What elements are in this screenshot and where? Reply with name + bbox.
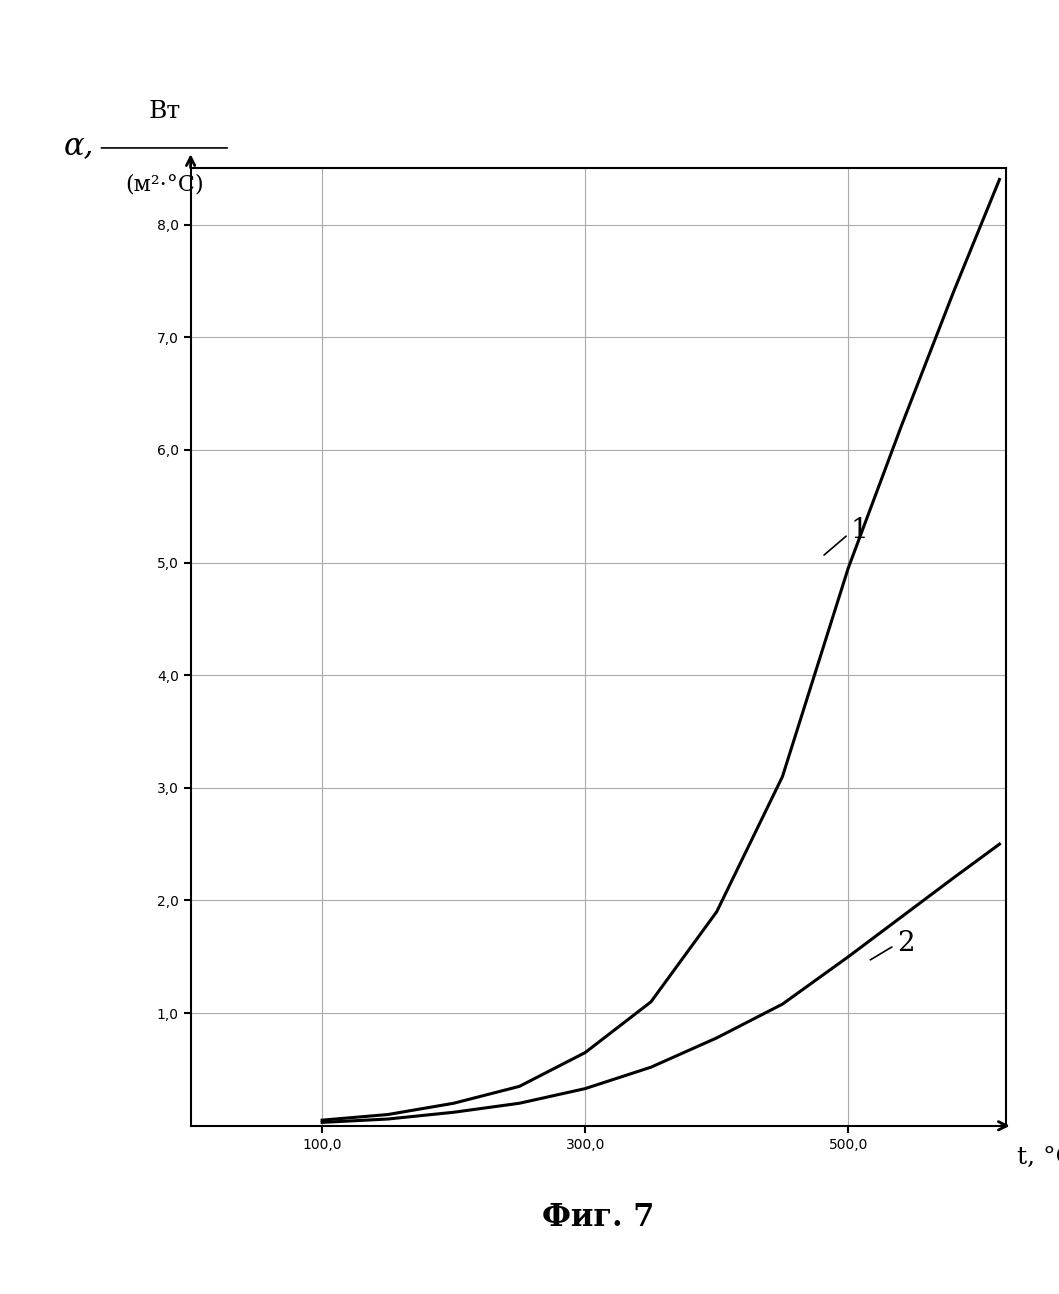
Text: 1: 1: [850, 518, 868, 545]
Text: t, °C: t, °C: [1017, 1145, 1059, 1168]
Text: Вт: Вт: [148, 100, 180, 123]
Text: α,: α,: [64, 131, 94, 162]
Text: (м²·°С): (м²·°С): [125, 173, 203, 195]
Text: Фиг. 7: Фиг. 7: [542, 1202, 654, 1233]
Text: 2: 2: [897, 930, 915, 956]
